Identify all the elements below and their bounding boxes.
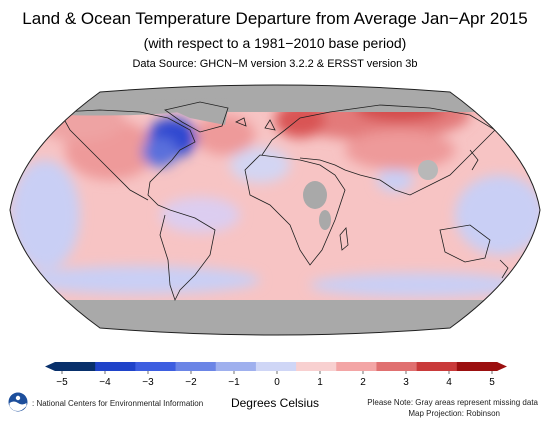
australia-coast xyxy=(439,224,491,263)
colorbar-tick-label: 2 xyxy=(360,377,366,388)
colorbar-tick-label: 3 xyxy=(403,377,409,388)
colorbar-max-arrow xyxy=(497,362,507,371)
warm-region xyxy=(195,115,255,155)
colorbar-cell xyxy=(456,362,498,371)
coastlines xyxy=(59,101,509,302)
globe-outline xyxy=(9,84,541,336)
north-america-coast xyxy=(59,109,196,211)
colorbar-cell xyxy=(215,362,257,371)
new-zealand-coast xyxy=(499,259,509,279)
cool-region xyxy=(310,273,530,297)
warm-region xyxy=(345,130,455,170)
map-title: Land & Ocean Temperature Departure from … xyxy=(22,9,528,28)
north-america-west-coast xyxy=(59,111,149,201)
colorbar-tick-label: 5 xyxy=(489,377,495,388)
missing-data xyxy=(319,210,331,230)
colorbar-cell xyxy=(55,362,96,371)
missing-data-note: Please Note: Gray areas represent missin… xyxy=(367,398,538,407)
colorbar-cell xyxy=(135,362,177,371)
south-america-coast xyxy=(159,209,216,302)
colorbar-cell xyxy=(296,362,337,371)
cool-region xyxy=(455,175,540,255)
colorbar-tick-label: −3 xyxy=(142,377,154,388)
japan-coast xyxy=(469,149,479,171)
uk-coast xyxy=(264,119,276,131)
colorbar-cell xyxy=(175,362,217,371)
colorbar-tick-label: 4 xyxy=(446,377,452,388)
ncei-credit: : National Centers for Environmental Inf… xyxy=(32,399,204,408)
colorbar-cell xyxy=(95,362,136,371)
eurasia-coast xyxy=(261,104,496,196)
madagascar-coast xyxy=(339,227,349,251)
colorbar-tick-label: 0 xyxy=(274,377,280,388)
greenland-coast xyxy=(164,101,229,133)
colorbar-tick-label: −2 xyxy=(185,377,197,388)
cool-region xyxy=(20,266,260,294)
missing-data xyxy=(418,160,438,180)
noaa-logo xyxy=(8,392,28,412)
anomaly-field xyxy=(10,85,540,335)
colorbar-tick-label: −1 xyxy=(228,377,240,388)
iceland-coast xyxy=(235,117,247,127)
colorbar-cell xyxy=(376,362,418,371)
cold-anomaly xyxy=(142,137,178,167)
colorbar-tick-label: −4 xyxy=(99,377,111,388)
cool-region xyxy=(230,147,290,183)
colorbar-cell xyxy=(255,362,297,371)
colorbar-cell xyxy=(336,362,377,371)
africa-coast xyxy=(244,154,346,266)
map-subtitle: (with respect to a 1981−2010 base period… xyxy=(143,35,407,51)
colorbar-tick-label: −5 xyxy=(56,377,68,388)
colorbar-tick-label: 1 xyxy=(317,377,323,388)
cool-region xyxy=(160,197,240,233)
colorbar-cells xyxy=(45,362,507,371)
colorbar-ticks: −5 −4 −3 −2 −1 0 1 2 3 4 5 xyxy=(56,371,495,388)
cool-region xyxy=(10,160,80,270)
colorbar-cell xyxy=(416,362,458,371)
colorbar-min-arrow xyxy=(45,362,55,371)
data-source: Data Source: GHCN−M version 3.2.2 & ERSS… xyxy=(132,58,418,70)
missing-greenland xyxy=(150,98,230,125)
projection-note: Map Projection: Robinson xyxy=(408,409,500,418)
cool-region xyxy=(377,168,413,192)
colorbar-label: Degrees Celsius xyxy=(230,396,320,410)
missing-data xyxy=(303,181,327,209)
